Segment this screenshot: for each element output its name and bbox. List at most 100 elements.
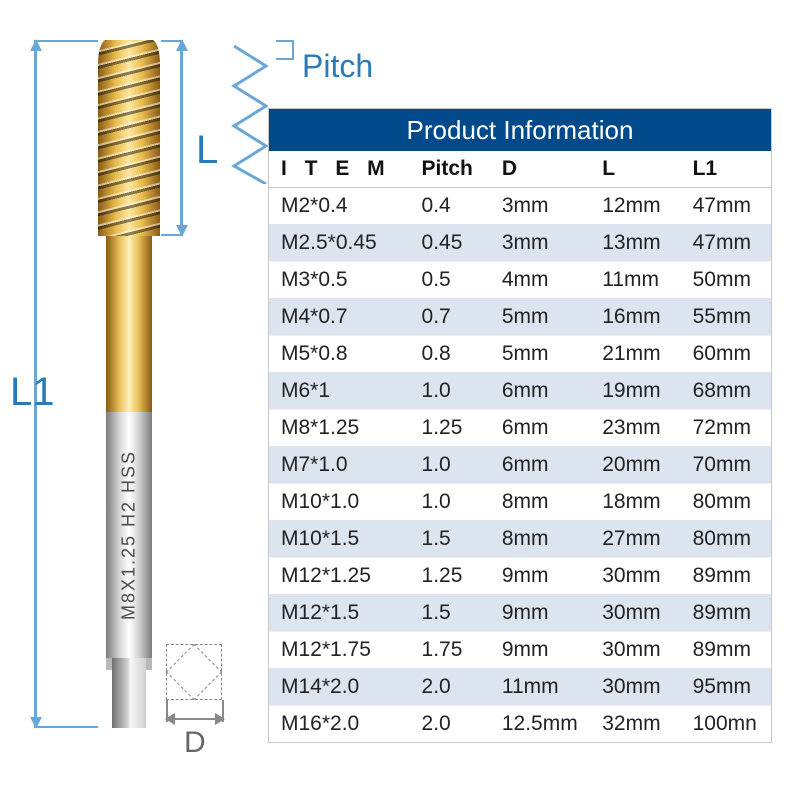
table-cell: 3mm xyxy=(490,188,590,225)
table-row: M4*0.70.75mm16mm55mm xyxy=(269,299,771,336)
table-row: M5*0.80.85mm21mm60mm xyxy=(269,336,771,373)
table-cell: 80mm xyxy=(681,521,771,558)
table-row: M14*2.02.011mm30mm95mm xyxy=(269,669,771,706)
table-cell: 12mm xyxy=(590,188,680,225)
dimension-l-label: L xyxy=(196,128,218,173)
col-l1: L1 xyxy=(681,151,771,188)
table-cell: 0.8 xyxy=(410,336,490,373)
table-cell: 12.5mm xyxy=(490,706,590,743)
table-cell: 50mm xyxy=(681,262,771,299)
table-cell: 47mm xyxy=(681,188,771,225)
table-cell: 4mm xyxy=(490,262,590,299)
table-cell: 27mm xyxy=(590,521,680,558)
table-cell: M8*1.25 xyxy=(269,410,410,447)
square-drive-schematic-icon xyxy=(166,644,222,700)
table-cell: 30mm xyxy=(590,595,680,632)
tap-square-drive xyxy=(112,658,146,728)
pitch-zigzag-icon xyxy=(228,44,272,189)
table-cell: 68mm xyxy=(681,373,771,410)
table-cell: 1.25 xyxy=(410,558,490,595)
table-cell: 1.5 xyxy=(410,521,490,558)
table-cell: 100mn xyxy=(681,706,771,743)
table-cell: 11mm xyxy=(490,669,590,706)
table-cell: 6mm xyxy=(490,447,590,484)
table-cell: 0.7 xyxy=(410,299,490,336)
table-cell: 72mm xyxy=(681,410,771,447)
table-cell: M16*2.0 xyxy=(269,706,410,743)
table-cell: 13mm xyxy=(590,225,680,262)
table-cell: 0.45 xyxy=(410,225,490,262)
table-cell: 6mm xyxy=(490,373,590,410)
dimension-d-line xyxy=(166,718,224,720)
table-row: M7*1.01.06mm20mm70mm xyxy=(269,447,771,484)
table-cell: 16mm xyxy=(590,299,680,336)
table-cell: 60mm xyxy=(681,336,771,373)
table-cell: 1.0 xyxy=(410,484,490,521)
dimension-d-label: D xyxy=(184,726,206,760)
table-cell: M7*1.0 xyxy=(269,447,410,484)
col-d: D xyxy=(490,151,590,188)
table-cell: 9mm xyxy=(490,632,590,669)
pitch-bracket-icon xyxy=(276,40,294,60)
table-row: M16*2.02.012.5mm32mm100mn xyxy=(269,706,771,743)
table-cell: 21mm xyxy=(590,336,680,373)
table-cell: M3*0.5 xyxy=(269,262,410,299)
table-cell: M4*0.7 xyxy=(269,299,410,336)
tap-tool-illustration: M8X1.25 H2 HSS xyxy=(98,40,160,728)
table-cell: 5mm xyxy=(490,336,590,373)
table-cell: 20mm xyxy=(590,447,680,484)
spec-table-grid: I T E M Pitch D L L1 M2*0.40.43mm12mm47m… xyxy=(269,151,771,742)
table-cell: 30mm xyxy=(590,558,680,595)
tap-thread-section xyxy=(98,40,160,236)
table-cell: 23mm xyxy=(590,410,680,447)
table-row: M12*1.251.259mm30mm89mm xyxy=(269,558,771,595)
table-cell: 0.4 xyxy=(410,188,490,225)
table-cell: 70mm xyxy=(681,447,771,484)
table-cell: 2.0 xyxy=(410,669,490,706)
tap-shank-marking: M8X1.25 H2 HSS xyxy=(119,450,140,620)
table-row: M3*0.50.54mm11mm50mm xyxy=(269,262,771,299)
table-cell: M12*1.75 xyxy=(269,632,410,669)
table-cell: M2.5*0.45 xyxy=(269,225,410,262)
product-infographic: M8X1.25 H2 HSS L1 L Pitch D Product Info… xyxy=(0,0,800,800)
table-row: M6*11.06mm19mm68mm xyxy=(269,373,771,410)
tap-gold-collar xyxy=(106,236,152,412)
table-row: M12*1.751.759mm30mm89mm xyxy=(269,632,771,669)
table-cell: 1.75 xyxy=(410,632,490,669)
table-cell: 0.5 xyxy=(410,262,490,299)
table-cell: M12*1.5 xyxy=(269,595,410,632)
table-cell: 55mm xyxy=(681,299,771,336)
table-cell: 1.25 xyxy=(410,410,490,447)
table-cell: 47mm xyxy=(681,225,771,262)
table-cell: 3mm xyxy=(490,225,590,262)
table-cell: 1.0 xyxy=(410,373,490,410)
table-cell: 6mm xyxy=(490,410,590,447)
table-cell: 30mm xyxy=(590,632,680,669)
table-cell: 1.0 xyxy=(410,447,490,484)
table-cell: 89mm xyxy=(681,558,771,595)
table-cell: 11mm xyxy=(590,262,680,299)
table-cell: 19mm xyxy=(590,373,680,410)
tap-shank: M8X1.25 H2 HSS xyxy=(106,412,152,658)
spec-table-title: Product Information xyxy=(269,109,771,151)
table-cell: M2*0.4 xyxy=(269,188,410,225)
spec-table: Product Information I T E M Pitch D L L1… xyxy=(268,108,772,743)
table-cell: 80mm xyxy=(681,484,771,521)
table-row: M2*0.40.43mm12mm47mm xyxy=(269,188,771,225)
table-row: M12*1.51.59mm30mm89mm xyxy=(269,595,771,632)
table-cell: M10*1.5 xyxy=(269,521,410,558)
table-cell: 18mm xyxy=(590,484,680,521)
table-cell: 5mm xyxy=(490,299,590,336)
col-item: I T E M xyxy=(269,151,410,188)
table-cell: 9mm xyxy=(490,595,590,632)
table-cell: 32mm xyxy=(590,706,680,743)
table-cell: 89mm xyxy=(681,632,771,669)
table-row: M2.5*0.450.453mm13mm47mm xyxy=(269,225,771,262)
table-row: M10*1.01.08mm18mm80mm xyxy=(269,484,771,521)
table-cell: 30mm xyxy=(590,669,680,706)
col-l: L xyxy=(590,151,680,188)
col-pitch: Pitch xyxy=(410,151,490,188)
dimension-pitch-label: Pitch xyxy=(302,48,373,85)
dimension-l-line xyxy=(180,40,183,236)
table-cell: 2.0 xyxy=(410,706,490,743)
